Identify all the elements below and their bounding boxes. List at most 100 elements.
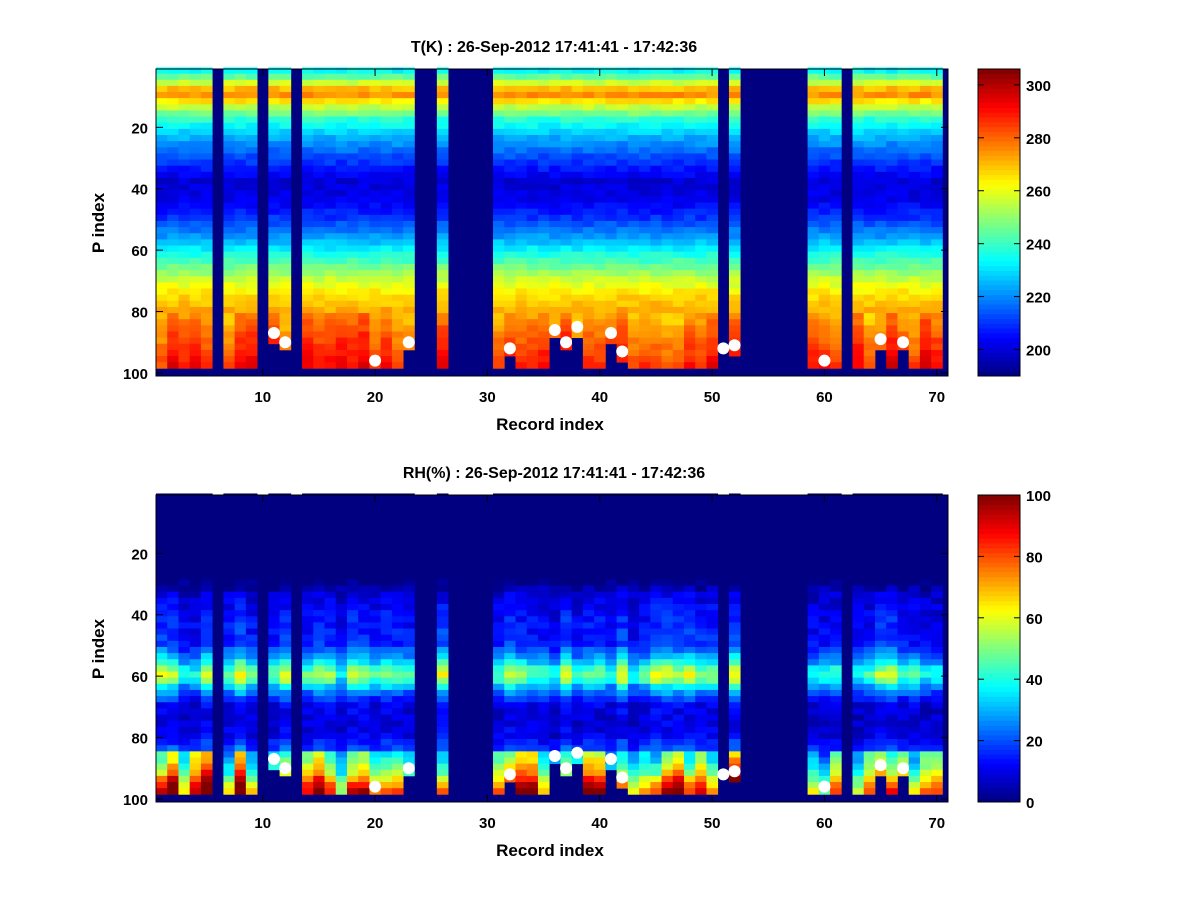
temperature-cell [403, 313, 415, 320]
humidity-cell [302, 696, 314, 703]
humidity-cell [324, 536, 337, 543]
humidity-cell [807, 591, 820, 599]
temperature-cell [515, 98, 528, 105]
temperature-panel: T(K) : 26-Sep-2012 17:41:41 - 17:42:36 1… [89, 39, 1051, 434]
humidity-cell [245, 554, 258, 562]
temperature-colorbar-segment [978, 145, 1020, 152]
temperature-cell [358, 300, 370, 308]
humidity-cell [605, 499, 617, 507]
temperature-cell [245, 356, 258, 363]
temperature-cell [560, 190, 573, 197]
humidity-cell [436, 628, 449, 636]
humidity-cell [335, 573, 348, 580]
humidity-cell [672, 622, 685, 629]
temperature-cell [672, 135, 685, 142]
humidity-cell [346, 634, 359, 642]
humidity-cell [380, 597, 393, 605]
temperature-cell [661, 122, 674, 130]
temperature-cell [324, 116, 337, 124]
humidity-cell [346, 622, 359, 629]
temperature-cell [403, 159, 415, 167]
temperature-cell [695, 245, 707, 253]
temperature-cell [897, 220, 910, 228]
temperature-cell [302, 85, 314, 93]
temperature-record-32 [504, 67, 516, 357]
humidity-cell [178, 732, 191, 740]
temperature-cell [369, 85, 382, 93]
humidity-cell [537, 714, 550, 722]
temperature-cell [672, 227, 685, 234]
temperature-cell [324, 202, 337, 210]
humidity-cell [493, 579, 505, 586]
temperature-cell [560, 73, 573, 81]
temperature-cell [245, 104, 258, 111]
humidity-cell [200, 739, 213, 746]
temperature-cell [560, 233, 573, 240]
temperature-cell [526, 196, 539, 203]
humidity-cell [818, 708, 831, 715]
temperature-cell [189, 165, 202, 173]
humidity-cell [526, 689, 539, 697]
humidity-cell [684, 628, 696, 636]
temperature-cell [728, 208, 741, 216]
humidity-cell [234, 653, 247, 660]
temperature-cell [594, 147, 606, 154]
humidity-cell [594, 665, 606, 672]
humidity-cell [200, 524, 213, 531]
humidity-cell [582, 646, 595, 654]
temperature-cell [223, 135, 236, 142]
humidity-cell [358, 714, 370, 722]
humidity-cell [706, 683, 719, 691]
temperature-cell [493, 227, 505, 234]
temperature-cell [234, 73, 247, 81]
humidity-cell [302, 732, 314, 740]
temperature-cell [931, 141, 943, 148]
humidity-cell [627, 530, 640, 537]
humidity-cell [830, 726, 842, 734]
temperature-cell [616, 282, 629, 289]
temperature-cell [874, 79, 887, 87]
temperature-cell [346, 110, 359, 117]
temperature-cell [571, 196, 584, 203]
temperature-cell [313, 147, 325, 154]
humidity-record-36 [549, 493, 561, 765]
temperature-cell [560, 313, 573, 320]
temperature-cell [818, 276, 831, 283]
humidity-cell [493, 775, 505, 783]
temperature-cell [515, 85, 528, 93]
humidity-cell [358, 659, 370, 666]
temperature-cell [403, 331, 415, 339]
temperature-cell [189, 362, 202, 369]
humidity-cell [268, 499, 280, 507]
humidity-cell [200, 640, 213, 648]
humidity-cell [223, 505, 236, 513]
humidity-cell [504, 659, 516, 666]
humidity-cell [245, 751, 258, 758]
humidity-cell [605, 702, 617, 709]
humidity-record-17 [335, 493, 348, 795]
humidity-cell [358, 769, 370, 777]
temperature-cell [403, 147, 415, 154]
temperature-cell [639, 306, 651, 314]
humidity-cell [223, 622, 236, 629]
humidity-cell [616, 585, 629, 593]
temperature-cell [594, 153, 606, 160]
temperature-cell [167, 147, 179, 154]
temperature-cell [852, 257, 865, 265]
temperature-cell [931, 196, 943, 203]
temperature-cell [706, 159, 719, 167]
humidity-cell [807, 714, 820, 722]
humidity-cell [335, 726, 348, 734]
humidity-cell [403, 622, 415, 629]
humidity-cell [391, 518, 404, 525]
temperature-cell [436, 220, 449, 228]
temperature-cell [830, 184, 842, 191]
humidity-cell [549, 726, 561, 734]
humidity-cell [189, 788, 202, 795]
humidity-cell [582, 542, 595, 550]
humidity-cell [380, 708, 393, 715]
temperature-cell [223, 79, 236, 87]
humidity-cell [167, 561, 179, 568]
humidity-cell [672, 505, 685, 513]
temperature-cell [369, 171, 382, 179]
